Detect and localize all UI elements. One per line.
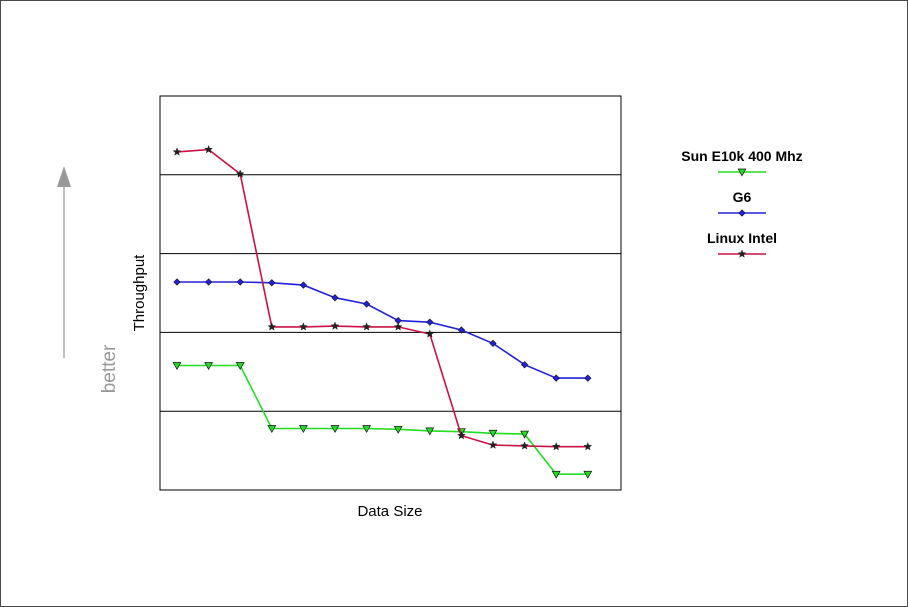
data-point — [520, 430, 529, 439]
grid-lines — [160, 174, 621, 412]
data-point — [426, 318, 434, 326]
better-arrow-head-icon — [57, 166, 71, 187]
data-point — [393, 322, 403, 331]
data-point — [583, 442, 593, 451]
legend-label: Linux Intel — [707, 230, 777, 246]
data-point — [204, 362, 213, 371]
series-layer — [172, 145, 593, 479]
series-linux-intel — [172, 145, 593, 451]
data-point — [235, 362, 245, 371]
data-point — [172, 362, 182, 371]
better-label: better — [99, 344, 120, 393]
data-point — [204, 145, 213, 154]
plot-area — [159, 95, 622, 491]
legend-label: G6 — [733, 189, 752, 205]
data-point — [362, 425, 371, 434]
data-point — [267, 425, 277, 434]
series-line — [177, 281, 588, 379]
data-point — [235, 169, 245, 178]
data-point — [362, 322, 371, 331]
legend-marker — [737, 168, 747, 177]
data-point — [583, 470, 593, 479]
data-point — [425, 329, 435, 338]
data-point — [425, 427, 435, 436]
data-point — [362, 300, 371, 308]
data-point — [330, 425, 340, 434]
data-point — [268, 279, 276, 287]
series-line — [177, 364, 588, 476]
data-point — [267, 322, 277, 331]
legend-marker — [738, 209, 746, 217]
legend-label: Sun E10k 400 Mhz — [681, 148, 802, 164]
better-arrow — [57, 166, 71, 358]
data-point — [173, 278, 181, 286]
data-point — [520, 361, 529, 369]
data-point — [393, 425, 403, 434]
data-point — [488, 440, 498, 449]
y-axis-label: Throughput — [131, 254, 148, 332]
data-point — [204, 278, 213, 286]
legend-marker — [737, 249, 747, 258]
data-point — [172, 147, 182, 156]
x-axis-label: Data Size — [357, 503, 422, 520]
data-point — [488, 429, 498, 438]
data-point — [552, 374, 560, 382]
data-point — [299, 322, 308, 331]
data-point — [489, 339, 497, 348]
data-point — [236, 278, 244, 286]
series-g6 — [173, 278, 592, 382]
data-point — [457, 431, 466, 440]
data-point — [584, 374, 592, 382]
data-point — [551, 442, 561, 451]
data-point — [330, 321, 340, 330]
data-point — [457, 326, 466, 334]
data-point — [331, 294, 339, 302]
series-line — [176, 148, 588, 448]
data-point — [299, 281, 308, 289]
series-sun-e10k-400-mhz — [172, 362, 593, 479]
data-point — [299, 425, 308, 434]
data-point — [520, 441, 529, 450]
data-point — [551, 470, 561, 479]
legend: Sun E10k 400 Mhz G6 Linux Intel — [681, 148, 803, 258]
